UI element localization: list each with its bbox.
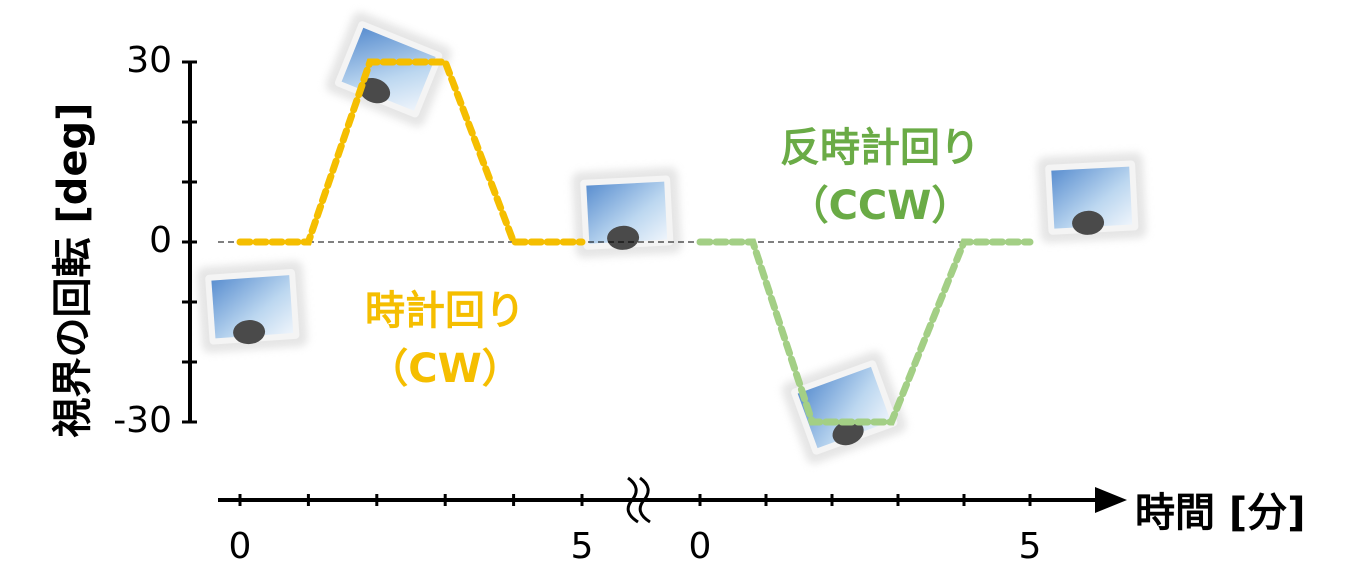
- y-axis-label: 視界の回転 [deg]: [50, 103, 96, 438]
- series-label: 反時計回り: [780, 125, 980, 171]
- series-label: 時計回り: [365, 288, 525, 334]
- y-tick-label: 30: [126, 40, 172, 81]
- x-tick-label: 0: [689, 526, 712, 567]
- x-tick-label: 5: [571, 526, 594, 567]
- axis-arrow: [1095, 487, 1127, 513]
- y-tick-label: -30: [113, 400, 172, 441]
- photos: [196, 10, 1146, 466]
- series-abbr: （CW）: [368, 346, 521, 392]
- series-abbr: （CCW）: [789, 183, 972, 229]
- x-axis-label: 時間 [分]: [1135, 490, 1306, 536]
- series-line: [696, 238, 1034, 426]
- x-tick-label: 5: [1019, 526, 1042, 567]
- series-line: [236, 58, 586, 246]
- y-tick-label: 0: [149, 220, 172, 261]
- x-tick-label: 0: [229, 526, 252, 567]
